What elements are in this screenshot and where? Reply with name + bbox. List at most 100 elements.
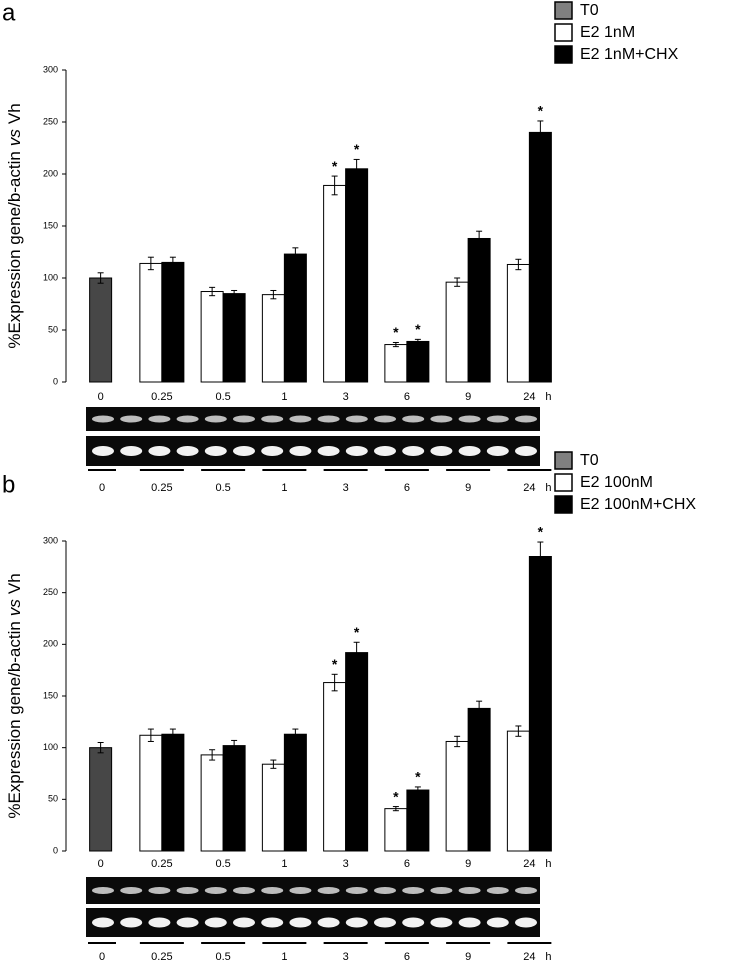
error-bar [353,641,360,664]
error-bar [476,700,483,717]
gel-band [92,887,114,894]
gel-band [289,446,312,456]
lane-label: 0 [99,951,105,962]
gel-band [402,446,425,456]
gel-band [92,446,114,456]
lane-unit: h [545,951,551,962]
legend-swatch [554,45,573,64]
error-bar [331,673,338,692]
significance-star: * [354,141,360,157]
gel-band [233,887,255,894]
x-tick-label: 1 [281,391,287,403]
gel-band [120,446,143,456]
bar [345,652,369,852]
gel-band [176,887,199,894]
bar [345,168,369,383]
bar [139,734,163,852]
gel-band [289,917,312,928]
gel-band [515,415,537,423]
error-bar [515,725,522,737]
gel-band [120,917,143,928]
legend-label: E2 1nM [580,24,635,41]
lane-label: 6 [404,482,410,494]
x-tick-label: 24 [523,391,535,403]
gel-band [317,917,340,928]
y-tick-label: 150 [43,220,58,230]
bar [467,707,491,852]
gel-band [233,415,255,423]
bar [161,733,185,852]
y-axis-label-part: Vh [5,103,24,124]
lane-label: 0.25 [151,951,172,962]
error-bar [414,786,421,794]
bar [89,747,113,852]
y-axis-label: %Expression gene/b-actin vs Vh [5,103,24,348]
gel-band [148,887,171,894]
x-tick-label: 3 [343,391,349,403]
gel-band [430,415,453,423]
y-tick-label: 200 [43,639,58,649]
bar [445,281,469,383]
x-tick-label: 6 [404,391,410,403]
y-axis-label-part: Vh [5,573,24,594]
x-tick-label: 0 [98,391,104,403]
bar [528,131,552,383]
error-bar [231,739,238,752]
legend-label: E2 100nM+CHX [580,496,696,513]
gel-band [486,415,509,423]
error-bar [169,256,176,269]
gel-band [204,415,227,423]
bar [283,733,307,852]
x-unit: h [545,858,551,870]
gel-band [204,446,227,456]
gel-band [402,917,425,928]
lane-label: 0 [99,482,105,494]
y-tick-label: 300 [43,535,58,545]
bar [139,262,163,383]
error-bar [414,338,421,345]
x-tick-label: 9 [465,858,471,870]
gel-band [204,887,227,894]
bar [406,789,430,852]
bar [161,261,185,383]
error-bar [270,759,277,769]
bar [222,745,246,852]
error-bar [331,175,338,196]
gel-band [176,415,199,423]
bar [200,754,224,852]
gel-band [148,917,171,928]
lane-label: 3 [343,482,349,494]
y-tick-label: 100 [43,272,58,282]
gel-band [176,446,199,456]
error-bar [209,749,216,761]
gel-band [120,415,143,423]
error-bar [231,289,238,298]
y-tick-label: 0 [53,376,58,386]
gel-band [289,415,312,423]
bar [323,184,347,383]
lane-label: 9 [465,951,471,962]
gel-band [374,917,396,928]
y-axis-label-part: %Expression gene/b-actin [5,621,24,819]
significance-star: * [354,624,360,640]
panel-letter: a [2,0,16,26]
gel-band [148,446,171,456]
gel-band [317,887,340,894]
bar [261,294,285,383]
error-bar [392,341,399,348]
legend-swatch [554,451,573,470]
error-bar [147,728,154,742]
gel-band [430,917,453,928]
x-tick-label: 0.5 [215,858,230,870]
gel-band [402,415,425,423]
x-tick-label: 1 [281,858,287,870]
error-bar [270,289,277,300]
error-bar [292,728,299,740]
error-bar [454,735,461,748]
significance-star: * [393,788,399,804]
y-tick-label: 250 [43,587,58,597]
gel-band [374,415,396,423]
lane-label: 6 [404,951,410,962]
gel-band [120,887,143,894]
gel-band [317,446,340,456]
